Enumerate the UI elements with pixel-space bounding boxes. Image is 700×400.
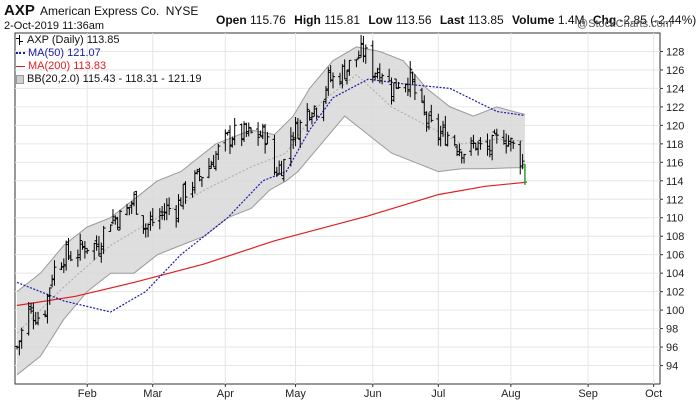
y-tick-label: 116 — [666, 157, 684, 169]
y-tick-label: 98 — [666, 324, 678, 336]
x-tick-label: Mar — [143, 388, 162, 400]
bollinger-lower-line — [16, 115, 525, 376]
x-tick-label: Feb — [78, 388, 97, 400]
legend-item-ma50: MA(50) 121.07 — [16, 47, 202, 60]
x-tick-label: Aug — [501, 388, 521, 400]
bollinger-band-fill — [17, 46, 525, 375]
y-tick-label: 106 — [666, 250, 684, 262]
volume-value: 1.4M — [557, 13, 585, 27]
y-tick-label: 94 — [666, 361, 678, 373]
y-tick-label: 108 — [666, 231, 684, 243]
datetime: 2-Oct-2019 11:36am — [4, 20, 105, 32]
legend-label-price: AXP (Daily) 113.85 — [27, 34, 120, 46]
low-label: Low — [368, 13, 393, 27]
y-tick-label: 122 — [666, 102, 684, 114]
ohlc-summary: Open 115.76 High 115.81 Low 113.56 Last … — [216, 13, 700, 27]
y-tick-label: 112 — [666, 194, 684, 206]
x-tick-label: May — [285, 388, 306, 400]
open-label: Open — [216, 13, 247, 27]
company-name: American Express Co. NYSE — [40, 4, 198, 18]
y-tick-label: 128 — [666, 46, 684, 58]
dotted-line-icon — [16, 52, 25, 55]
y-tick-label: 100 — [666, 305, 684, 317]
y-tick-label: 104 — [666, 268, 684, 280]
legend-label-ma200: MA(200) 113.83 — [28, 60, 107, 72]
high-value: 115.81 — [324, 13, 360, 27]
y-tick-label: 102 — [666, 287, 684, 299]
x-tick-label: Oct — [645, 388, 662, 400]
ohlc-bar-icon — [16, 35, 24, 46]
y-tick-label: 96 — [666, 342, 678, 354]
x-tick-label: Jun — [364, 388, 382, 400]
exchange: NYSE — [165, 4, 199, 18]
band-icon — [16, 74, 24, 84]
open-value: 115.76 — [250, 13, 286, 27]
x-tick-label: Sep — [578, 388, 598, 400]
bollinger-middle-line — [16, 73, 525, 334]
chg-label: Chg — [592, 13, 617, 27]
legend-item-ma200: MA(200) 113.83 — [16, 60, 202, 73]
legend-item-price: AXP (Daily) 113.85 — [16, 34, 202, 47]
legend-item-bb: BB(20,2.0) 115.43 - 118.31 - 121.19 — [16, 73, 202, 86]
legend-label-bb: BB(20,2.0) 115.43 - 118.31 - 121.19 — [27, 73, 202, 85]
x-tick-label: Jul — [431, 388, 445, 400]
high-label: High — [294, 13, 321, 27]
ma50-line — [16, 78, 525, 313]
last-label: Last — [439, 13, 465, 27]
watermark: @StockCharts.com — [577, 18, 672, 30]
y-tick-label: 110 — [666, 213, 684, 225]
symbol: AXP — [4, 2, 35, 19]
bollinger-upper-line — [16, 46, 526, 292]
company: American Express Co. — [40, 4, 160, 18]
last-value: 113.85 — [467, 13, 504, 27]
y-tick-label: 118 — [666, 139, 684, 151]
y-tick-label: 124 — [666, 83, 684, 95]
volume-label: Volume — [512, 13, 555, 27]
solid-line-icon — [16, 65, 25, 67]
legend-label-ma50: MA(50) 121.07 — [28, 47, 101, 59]
ma200-line — [16, 181, 525, 307]
y-tick-label: 126 — [666, 65, 684, 77]
legend: AXP (Daily) 113.85 MA(50) 121.07 MA(200)… — [16, 34, 202, 86]
low-value: 113.56 — [395, 13, 432, 27]
x-tick-label: Apr — [217, 388, 234, 400]
y-tick-label: 114 — [666, 176, 684, 188]
chg-value: -2.85 (-2.44%) — [619, 13, 697, 27]
y-tick-label: 120 — [666, 120, 684, 132]
